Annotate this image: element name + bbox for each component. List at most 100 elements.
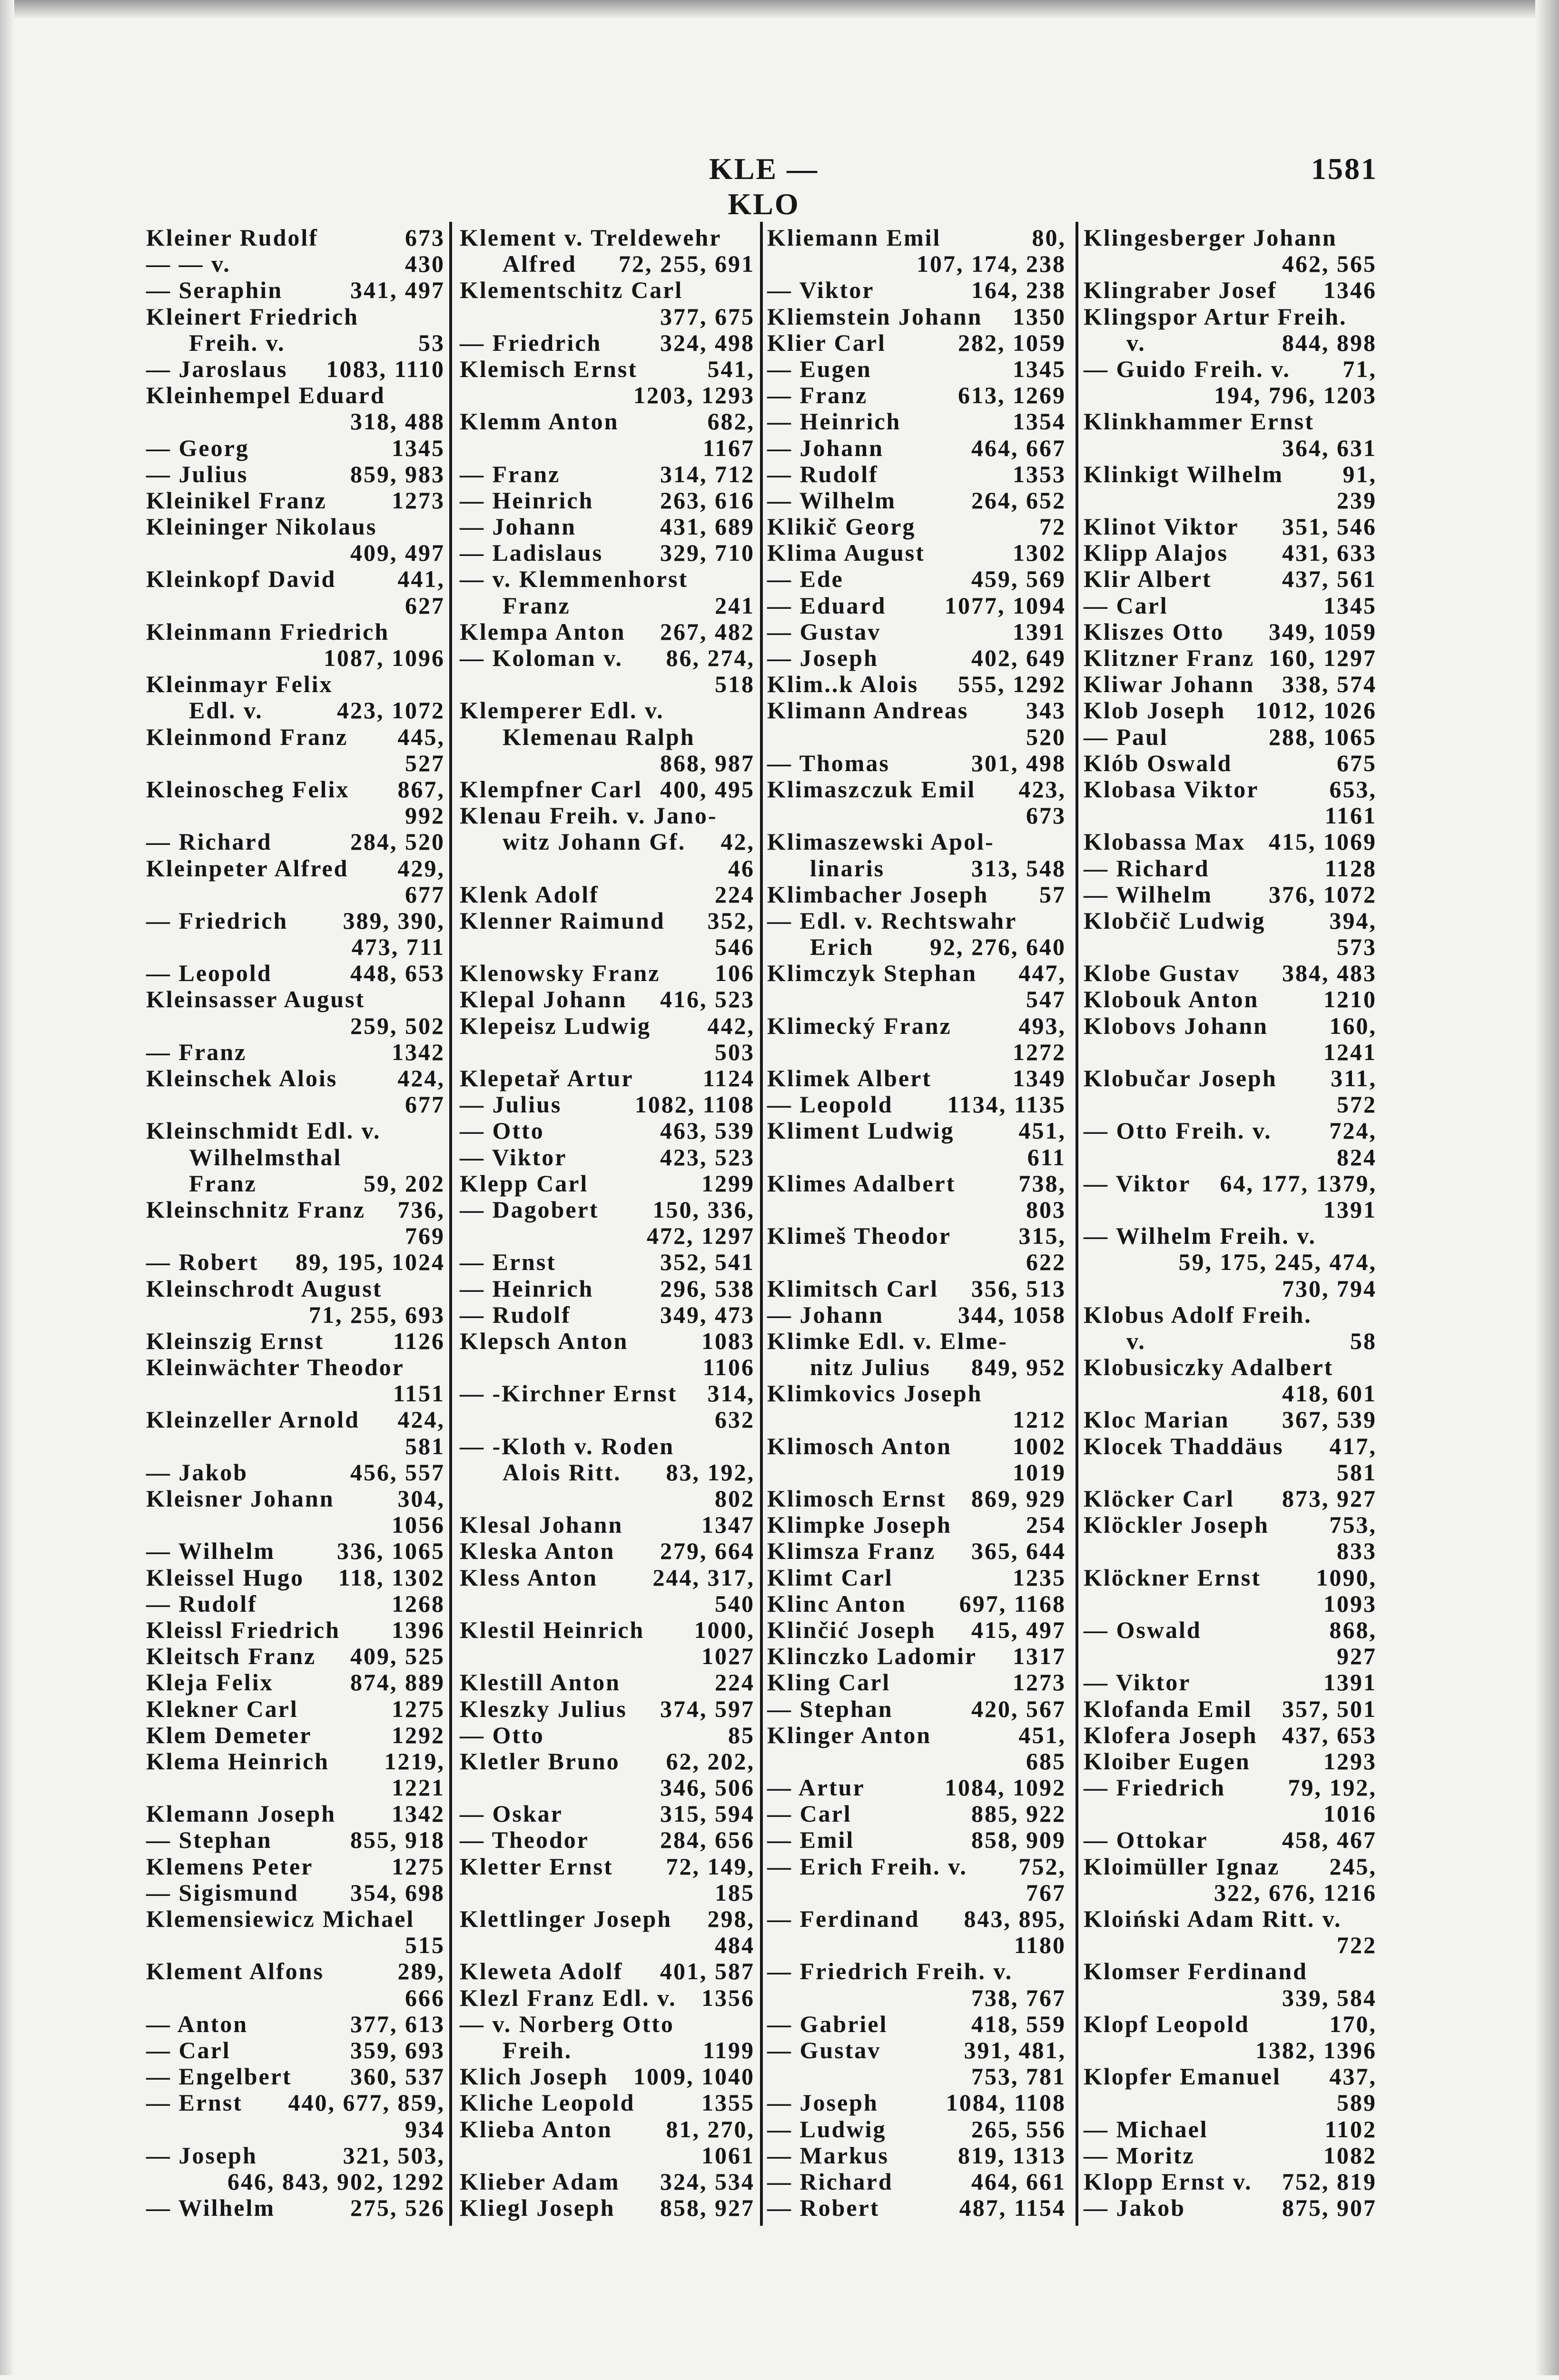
index-entry-line: Erich 92, 276, 640 [767,933,1066,960]
entry-name: — Friedrich [1084,1774,1226,1801]
entry-name: — Wilhelm [146,2194,276,2221]
index-entry-line: Klementschitz Carl [460,277,755,303]
entry-name: — Anton [146,2010,248,2037]
entry-pages: 354, 698 [350,1879,445,1906]
index-entry-line: Kloc Marian 367, 539 [1084,1407,1377,1433]
entry-name: Kliegl Joseph [460,2194,615,2221]
entry-pages: 493, [1018,1012,1066,1039]
entry-name: Klekner Carl [146,1695,298,1722]
index-entry-line: Klimeš Theodor 315, [767,1222,1066,1249]
entry-pages: 1128 [1324,854,1377,882]
entry-name: Klinc Anton [767,1590,907,1617]
entry-pages [1061,829,1066,855]
entry-name: — Markus [767,2142,889,2169]
entry-name: Klimkovics Joseph [767,1380,983,1407]
entry-pages: 547 [1026,986,1066,1013]
entry-name: — Carl [767,1800,852,1827]
entry-name: Klir Albert [1084,565,1212,593]
index-entry-line: Kliszes Otto 349, 1059 [1084,618,1377,645]
entry-name: Klobouk Anton [1084,986,1259,1013]
entry-name: Klobovs Johann [1084,1012,1268,1039]
index-entry-line: Klobusiczky Adalbert [1084,1354,1377,1380]
entry-pages: 752, [1018,1853,1066,1880]
index-entry-line: — Markus 819, 1313 [767,2142,1066,2169]
entry-name: Klenner Raimund [460,907,665,934]
entry-pages: 80, [1032,224,1066,251]
index-entry-line: Klimitsch Carl 356, 513 [767,1275,1066,1302]
entry-name: — Friedrich [146,907,288,934]
entry-pages: 451, [1018,1117,1066,1144]
index-entry-line: 46 [460,855,755,882]
index-entry-line: Klinot Viktor 351, 546 [1084,513,1377,540]
entry-pages: 451, [1018,1721,1066,1748]
index-entry-line: — Oswald 868, [1084,1616,1377,1643]
index-entry-line: — Rudolf 1353 [767,461,1066,487]
index-entry-line: Klinczko Ladomir 1317 [767,1643,1066,1669]
entry-pages: 1275 [392,1695,445,1722]
entry-name: Klimczyk Stephan [767,960,977,987]
entry-pages: 885, 922 [971,1800,1066,1827]
entry-pages: 81, 270, [666,2115,755,2142]
entry-pages: 107, 174, 238 [917,250,1066,278]
entry-name: Klempfner Carl [460,775,643,803]
entry-pages: 677 [405,881,445,908]
index-entry-line: — Friedrich 389, 390, [146,907,445,934]
entry-name: Klima August [767,539,925,566]
index-entry-line: 627 [146,592,445,619]
entry-name: Klobus Adolf Freih. [1084,1301,1312,1328]
index-entry-line: Klobouk Anton 1210 [1084,986,1377,1012]
index-entry-line: — Viktor 1391 [1084,1669,1377,1696]
index-entry-line: Klemens Peter 1275 [146,1853,445,1880]
index-entry-line: 573 [1084,933,1377,960]
index-entry-line: 1093 [1084,1590,1377,1617]
index-entry-line: — Seraphin 341, 497 [146,277,445,303]
index-entry-line: Klempfner Carl 400, 495 [460,776,755,803]
index-entry-line: — Viktor 423, 523 [460,1144,755,1170]
entry-pages: 867, [397,775,445,803]
index-entry-line: Klobus Adolf Freih. [1084,1301,1377,1328]
entry-pages: 463, 539 [660,1117,755,1144]
index-entry-line: 1212 [767,1407,1066,1433]
index-entry-line: 1106 [460,1354,755,1380]
entry-pages: 753, [1329,1511,1377,1538]
entry-pages: 1342 [392,1800,445,1827]
entry-pages: 194, 796, 1203 [1214,382,1377,409]
index-entry-line: — Wilhelm Freih. v. [1084,1222,1377,1250]
index-entry-line: 520 [767,724,1066,750]
entry-pages [750,2011,755,2037]
entry-name: Kleinkopf David [146,565,336,593]
index-entry-line: Kloiński Adam Ritt. v. [1084,1905,1377,1932]
index-entry-line: — Rudolf 349, 473 [460,1301,755,1328]
index-entry-line: 572 [1084,1091,1377,1118]
entry-pages: 1090, [1316,1564,1377,1591]
entry-pages [1372,1906,1377,1932]
entry-pages: 289, [397,1958,445,1985]
index-entry-line: Kleinmann Friedrich [146,618,445,645]
entry-name: Klestil Heinrich [460,1616,645,1643]
index-entry-line: — Ludwig 265, 556 [767,2116,1066,2142]
entry-pages: 1009, 1040 [633,2063,755,2090]
index-entry-line: — Georg 1345 [146,435,445,461]
index-entry-line: 409, 497 [146,540,445,566]
entry-pages: 1353 [1013,460,1066,487]
entry-pages: 263, 616 [660,486,755,514]
entry-name: — Johann [460,513,576,540]
entry-name: — Viktor [767,277,875,304]
entry-name: — Gabriel [767,2010,888,2037]
entry-pages: 1210 [1323,986,1377,1013]
index-entry-line: 515 [146,1932,445,1958]
entry-name: Klobasa Viktor [1084,775,1259,803]
index-entry-line: Kleinoscheg Felix 867, [146,776,445,803]
entry-name: Klikič Georg [767,513,916,540]
entry-pages: 622 [1026,1249,1066,1276]
index-entry-line: 722 [1084,1932,1377,1958]
entry-pages [750,724,755,750]
index-entry-line: 503 [460,1039,755,1065]
entry-name: Klob Joseph [1084,697,1226,724]
index-entry-line: Kleinikel Franz 1273 [146,487,445,514]
entry-name: Klinkigt Wilhelm [1084,460,1283,487]
entry-name: Kleissel Hugo [146,1564,305,1591]
entry-name: — Wilhelm Freih. v. [1084,1222,1316,1250]
entry-name: Kless Anton [460,1564,598,1591]
entry-name: — Ede [767,565,844,593]
